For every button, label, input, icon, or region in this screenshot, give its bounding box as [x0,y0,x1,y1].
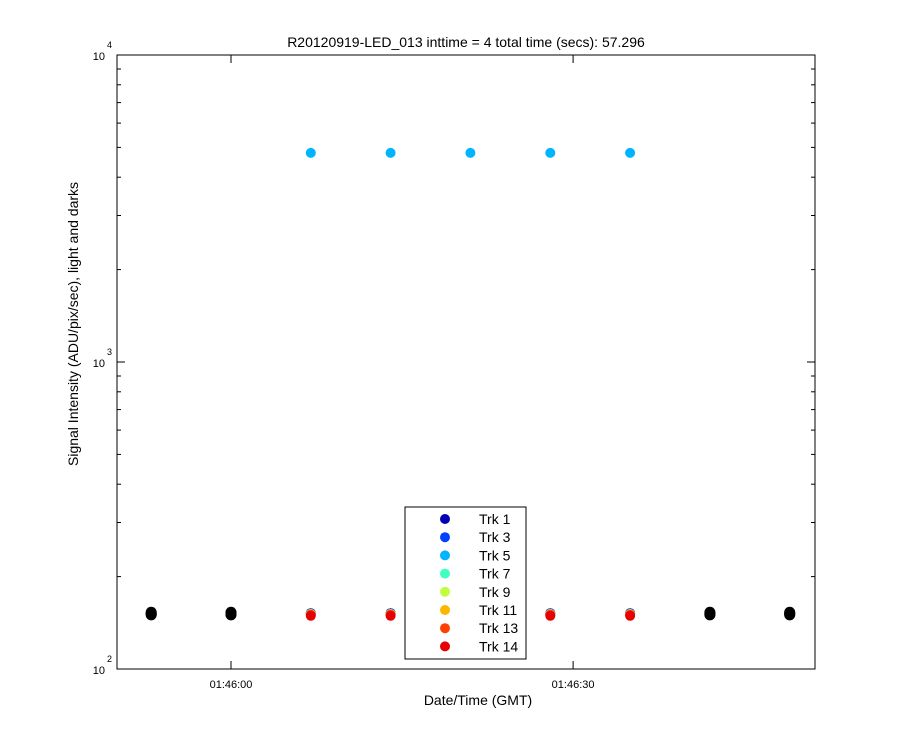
legend-marker [440,568,450,579]
y-tick-exponent: 3 [107,347,112,357]
legend-marker [440,623,450,634]
legend-label: Trk 13 [479,620,518,636]
legend-label: Trk 7 [479,566,511,582]
data-point [385,147,396,158]
dark-point [784,606,796,618]
legend-marker [440,586,450,597]
y-axis-label: Signal Intensity (ADU/pix/sec), light an… [65,182,81,466]
legend-marker [440,550,450,561]
legend-label: Trk 14 [479,638,518,654]
data-point [545,610,556,621]
x-tick-label: 01:46:00 [210,679,253,691]
x-axis-label: Date/Time (GMT) [424,692,532,708]
y-tick-label: 10 [93,665,105,677]
y-tick-exponent: 4 [107,40,112,50]
legend: Trk 1 Trk 3 Trk 5 Trk 7 Trk 9 Trk 11 Trk 13 Trk… [404,506,527,660]
legend-label: Trk 1 [479,511,511,527]
legend-marker [440,514,450,524]
x-tick-labels: 01:46:00 01:46:30 [210,679,595,691]
legend-label: Trk 5 [479,547,511,563]
y-tick-exponent: 2 [107,654,112,664]
x-tick-label: 01:46:30 [552,679,595,691]
data-point [465,147,476,158]
legend-marker [440,532,450,543]
data-point [625,147,636,158]
dark-point [145,606,157,618]
data-point [385,610,396,621]
legend-marker [440,641,450,652]
legend-box [404,506,527,660]
data-point [305,147,316,158]
data-point [625,610,636,621]
data-point [305,610,316,621]
legend-label: Trk 9 [479,584,511,600]
data-point [545,147,556,158]
dark-point [225,606,237,618]
axis-ticks [117,55,815,670]
legend-label: Trk 11 [479,602,517,618]
legend-marker [440,605,450,615]
chart-title: R20120919-LED_013 inttime = 4 total time… [287,34,645,50]
dark-point [704,606,716,618]
y-tick-label: 10 [93,51,105,63]
y-tick-label: 10 [93,358,105,370]
legend-label: Trk 3 [479,529,511,545]
